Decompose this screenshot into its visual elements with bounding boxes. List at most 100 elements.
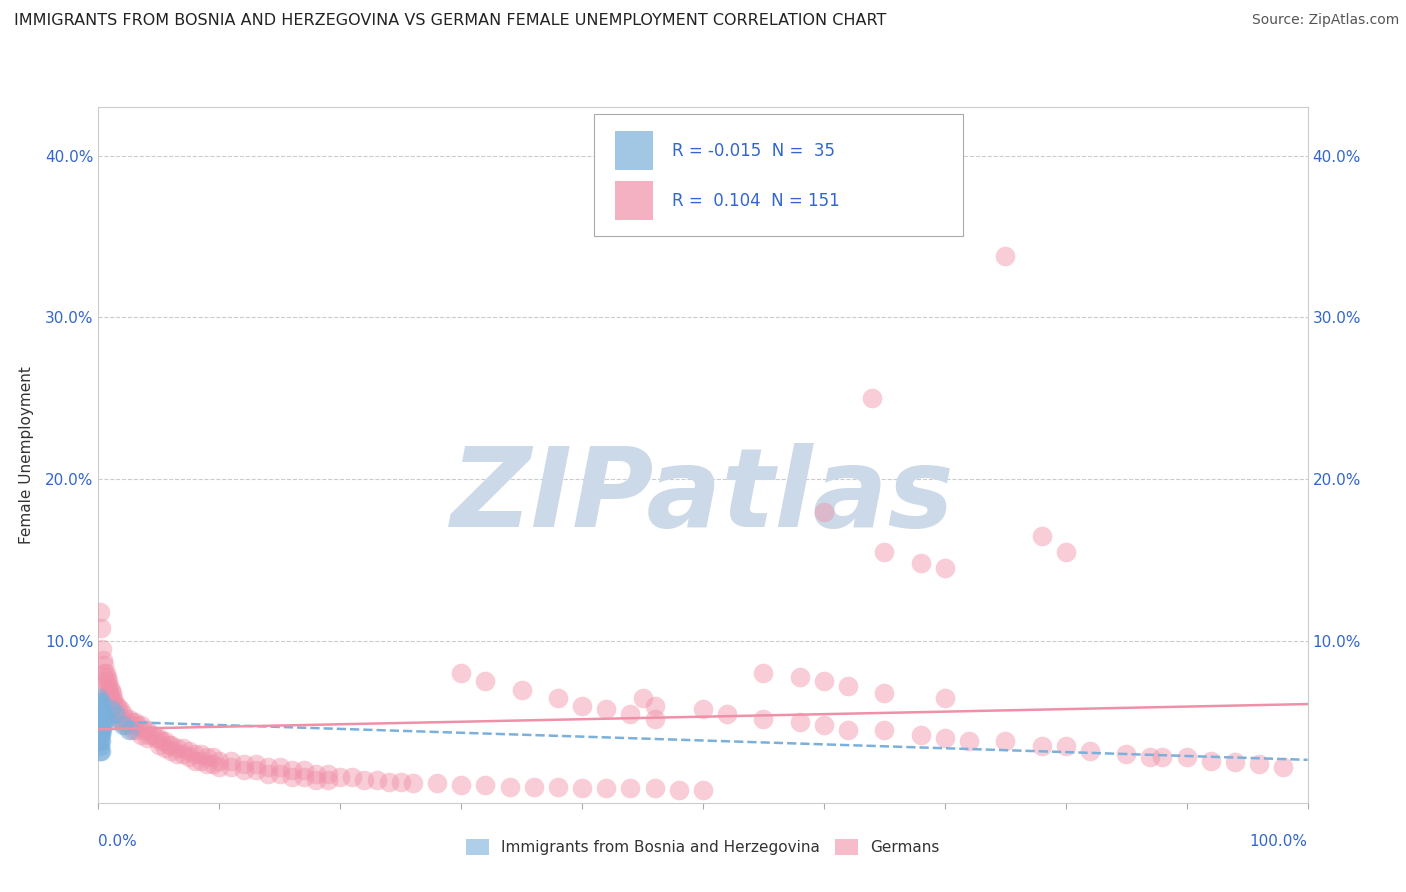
Point <box>89 723 111 737</box>
Point <box>1054 739 1077 754</box>
Point <box>426 776 449 790</box>
Point <box>668 782 690 797</box>
Point <box>190 747 212 762</box>
Point <box>114 712 136 726</box>
Point <box>172 747 194 762</box>
Point <box>111 706 134 721</box>
Point <box>752 666 775 681</box>
Point <box>148 738 170 752</box>
Text: Source: ZipAtlas.com: Source: ZipAtlas.com <box>1251 13 1399 28</box>
Point <box>148 731 170 745</box>
Point <box>837 679 859 693</box>
Point <box>595 702 617 716</box>
Point <box>96 679 118 693</box>
Point <box>94 666 117 681</box>
Point <box>450 666 472 681</box>
Point <box>994 734 1017 748</box>
Point <box>1272 760 1295 774</box>
FancyBboxPatch shape <box>614 181 654 219</box>
Point <box>873 545 896 559</box>
Point <box>873 723 896 737</box>
Point <box>1031 739 1053 754</box>
Point <box>91 706 114 721</box>
Point <box>184 747 207 762</box>
Point <box>269 760 291 774</box>
Point <box>269 766 291 780</box>
Point <box>202 750 225 764</box>
Point <box>89 712 111 726</box>
Point <box>245 764 267 778</box>
Point <box>221 760 243 774</box>
Text: R =  0.104  N = 151: R = 0.104 N = 151 <box>672 192 839 210</box>
Point <box>111 714 134 729</box>
Text: R = -0.015  N =  35: R = -0.015 N = 35 <box>672 142 835 160</box>
Point <box>208 760 231 774</box>
Point <box>96 670 118 684</box>
Point <box>124 714 146 729</box>
Point <box>101 690 124 705</box>
Point <box>692 702 714 716</box>
Point <box>474 778 496 792</box>
Point <box>89 605 111 619</box>
Point <box>101 698 124 713</box>
Point <box>523 780 546 794</box>
Point <box>124 723 146 737</box>
Point <box>145 731 167 745</box>
Point <box>129 728 152 742</box>
Point <box>644 781 666 796</box>
Point <box>644 698 666 713</box>
Point <box>316 766 339 780</box>
Point <box>873 686 896 700</box>
Point <box>150 734 173 748</box>
Point <box>89 706 111 721</box>
Point <box>1139 750 1161 764</box>
Point <box>98 679 121 693</box>
Point <box>752 712 775 726</box>
Point <box>256 766 278 780</box>
Point <box>111 718 134 732</box>
Point <box>107 712 129 726</box>
Point <box>103 696 125 710</box>
Point <box>129 718 152 732</box>
Point <box>160 738 183 752</box>
Point <box>377 774 399 789</box>
Point <box>153 740 176 755</box>
Point <box>121 714 143 729</box>
Point <box>91 714 114 729</box>
Point <box>103 702 125 716</box>
Point <box>107 702 129 716</box>
Point <box>93 666 115 681</box>
Point <box>100 686 122 700</box>
Point <box>166 740 188 755</box>
Point <box>89 728 111 742</box>
Point <box>118 712 141 726</box>
Point <box>389 774 412 789</box>
Point <box>89 744 111 758</box>
Point <box>89 718 111 732</box>
Point <box>91 718 114 732</box>
Point <box>1078 744 1101 758</box>
Point <box>91 653 114 667</box>
Point <box>366 773 388 788</box>
Text: 100.0%: 100.0% <box>1250 834 1308 849</box>
Point <box>292 770 315 784</box>
Point <box>910 557 932 571</box>
Point <box>135 731 157 745</box>
Point <box>91 702 114 716</box>
Point <box>813 674 835 689</box>
Point <box>281 764 304 778</box>
Point <box>90 696 112 710</box>
Point <box>153 734 176 748</box>
Y-axis label: Female Unemployment: Female Unemployment <box>18 366 34 544</box>
Point <box>94 674 117 689</box>
Point <box>342 770 364 784</box>
Point <box>692 782 714 797</box>
Point <box>97 674 120 689</box>
Point <box>91 723 114 737</box>
Point <box>87 696 110 710</box>
Point <box>813 718 835 732</box>
Point <box>98 686 121 700</box>
Point <box>89 739 111 754</box>
Point <box>631 690 654 705</box>
Point <box>89 698 111 713</box>
